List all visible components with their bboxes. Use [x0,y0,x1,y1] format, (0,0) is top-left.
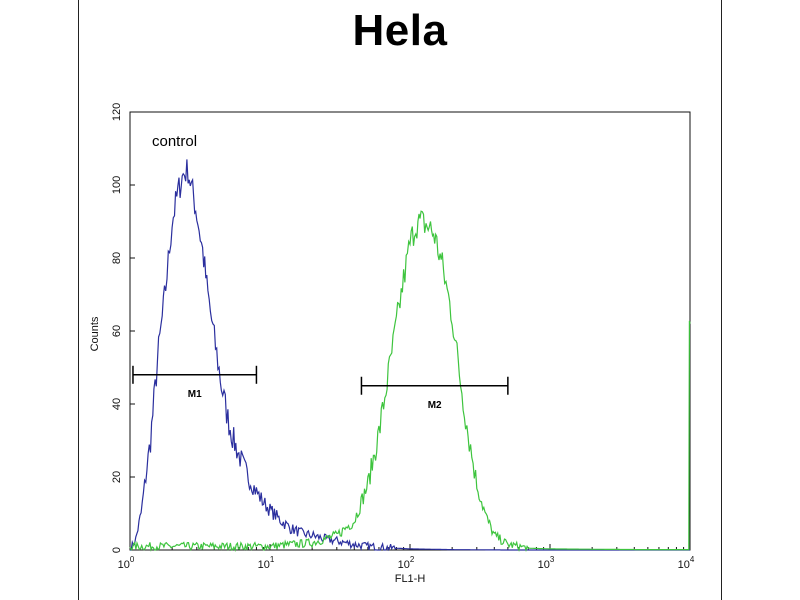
x-tick-exponent: 0 [130,555,135,564]
y-tick-label: 40 [111,398,123,410]
control-annotation: control [152,133,197,150]
x-tick-label: 103 [538,555,555,571]
y-tick-label: 20 [111,471,123,483]
y-axis: 0 20 40 60 80 100 120 [111,103,135,553]
x-tick-label: 104 [678,555,695,571]
y-tick-label: 120 [111,103,123,121]
x-tick-exponent: 3 [550,555,555,564]
x-tick-label: 102 [398,555,415,571]
x-tick-label: 101 [258,555,275,571]
gates-layer: M1 M2 [132,365,509,411]
series-layer [129,159,691,553]
x-tick-exponent: 2 [410,555,415,564]
gate-label: M1 [188,389,202,400]
y-tick-label: 80 [111,252,123,264]
x-tick-base: 10 [398,559,410,571]
y-tick-label: 60 [111,325,123,337]
x-tick-label: 100 [118,555,135,571]
x-axis-label: FL1-H [395,573,426,585]
sample-histogram-line [129,210,691,553]
y-tick-label: 100 [111,176,123,194]
x-tick-base: 10 [678,559,690,571]
gate-label: M2 [428,400,442,411]
x-tick-exponent: 1 [270,555,275,564]
control-histogram-line [130,159,690,552]
x-axis: 100 101 102 103 104 [118,544,695,571]
x-tick-base: 10 [118,559,130,571]
chart-title: Hela [352,6,448,55]
x-tick-base: 10 [258,559,270,571]
x-tick-base: 10 [538,559,550,571]
y-tick-label: 0 [111,547,123,553]
y-axis-label: Counts [89,316,101,351]
x-tick-exponent: 4 [690,555,695,564]
